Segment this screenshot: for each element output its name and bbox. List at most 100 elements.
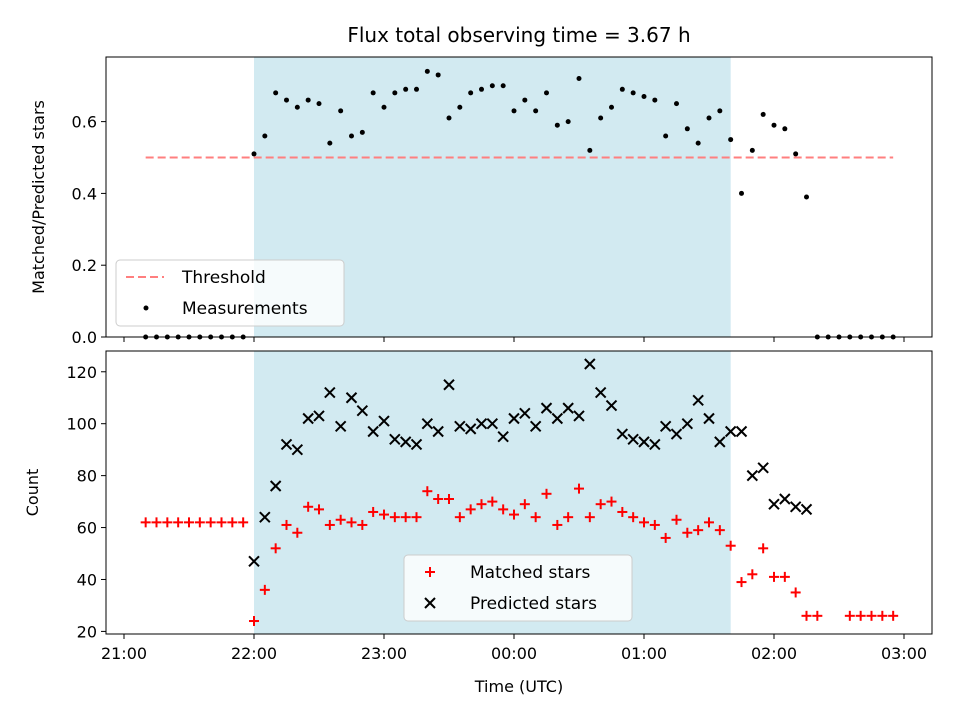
matched-stars-point — [877, 610, 888, 621]
predicted-stars-point — [508, 412, 520, 425]
legend: Threshold Measurements — [115, 259, 345, 327]
matched-stars-point — [216, 517, 227, 528]
measurement-point — [359, 129, 365, 135]
predicted-stars-point — [248, 555, 260, 568]
legend-predicted-swatch — [424, 597, 436, 609]
predicted-stars-point — [800, 503, 813, 516]
predicted-stars-point — [638, 436, 650, 448]
x-tick-label: 01:00 — [621, 644, 667, 663]
predicted-stars-point — [616, 428, 629, 440]
predicted-stars-point — [594, 386, 607, 399]
predicted-stars-point — [562, 402, 574, 414]
y-tick-label: 100 — [66, 415, 97, 434]
measurement-point — [251, 151, 257, 157]
matched-stars-point — [660, 532, 671, 543]
axes-frame — [105, 350, 933, 635]
measurement-point — [652, 97, 658, 103]
predicted-stars-point — [540, 402, 553, 414]
legend-item: Measurements — [143, 299, 308, 319]
matched-stars-point — [335, 514, 346, 525]
measurement-point — [771, 122, 777, 128]
measurement-point — [392, 90, 398, 96]
matched-stars-point — [292, 527, 303, 538]
measurement-point — [457, 104, 463, 110]
matched-stars-point — [855, 610, 866, 621]
y-tick-label: 80 — [77, 467, 97, 486]
predicted-stars-point — [757, 462, 769, 474]
measurement-point — [587, 147, 593, 153]
measurement-point — [749, 147, 755, 153]
matched-stars-point — [368, 506, 379, 517]
measurement-point — [663, 133, 669, 139]
measurement-point — [760, 111, 766, 117]
y-tick-label: 0.0 — [72, 328, 97, 347]
measurement-point — [435, 72, 441, 78]
matched-stars-point — [162, 517, 173, 528]
measurement-point — [305, 97, 311, 103]
matched-stars-point — [736, 577, 747, 588]
matched-stars-point — [346, 517, 357, 528]
matched-stars-point — [249, 616, 259, 627]
predicted-stars-point — [259, 511, 271, 523]
predicted-stars-point — [291, 443, 304, 456]
predicted-stars-point — [703, 412, 715, 425]
matched-stars-point — [682, 527, 693, 538]
legend-box — [115, 259, 345, 327]
matched-stars-point — [671, 514, 682, 525]
top-panel: 0.0 0.2 0.4 0.6 Matched/Predicted stars Flux … — [29, 23, 933, 347]
legend: Matched stars Predicted stars — [403, 554, 633, 622]
matched-stars-point — [389, 512, 400, 523]
y-tick-label: 120 — [66, 363, 97, 382]
chart-title: Flux total observing time = 3.67 h — [347, 23, 690, 47]
measurement-point — [414, 86, 419, 92]
x-axis-label: Time (UTC) — [474, 677, 563, 696]
matched-stars-point — [801, 610, 812, 621]
matched-stars-point — [552, 519, 563, 530]
y-axis-label: Count — [23, 469, 42, 517]
matched-stars-point — [812, 610, 823, 621]
measurement-point — [327, 140, 333, 146]
predicted-stars-point — [378, 415, 390, 427]
matched-stars-point — [454, 512, 465, 523]
matched-stars-point — [422, 486, 433, 497]
matched-stars-point — [498, 504, 509, 515]
matched-stars-point — [639, 517, 649, 528]
x-tick-label: 23:00 — [361, 644, 407, 663]
predicted-stars-point — [681, 417, 694, 430]
predicted-stars-point — [313, 410, 325, 422]
measurement-point — [468, 90, 474, 96]
measurement-point — [489, 83, 495, 89]
matched-stars-point — [693, 525, 704, 536]
measurement-point — [316, 101, 322, 107]
legend-label: Matched stars — [470, 563, 590, 583]
matched-stars-point — [530, 512, 541, 523]
measurement-point — [479, 86, 484, 92]
measurement-point — [403, 86, 409, 92]
measurement-point — [674, 101, 679, 107]
matched-stars-point — [194, 517, 205, 528]
matched-stars-point — [140, 517, 151, 528]
matched-stars-point — [888, 610, 899, 621]
matched-stars-point — [844, 610, 855, 621]
matched-stars-point — [574, 483, 584, 494]
measurement-point — [565, 119, 571, 125]
x-tick-label: 02:00 — [751, 644, 797, 663]
matched-stars-point — [563, 512, 574, 523]
measurement-point — [728, 137, 734, 143]
legend-item: Threshold — [126, 268, 266, 288]
predicted-stars-point — [389, 433, 401, 445]
matched-stars-point — [476, 499, 487, 510]
matched-stars-point — [444, 493, 454, 504]
measurement-point — [294, 104, 300, 110]
matched-stars-point — [400, 512, 411, 523]
matched-stars-point — [205, 517, 216, 528]
measurement-point — [739, 190, 744, 196]
data-marks — [143, 68, 896, 340]
x-tick-label: 00:00 — [491, 644, 537, 663]
predicted-stars-point — [551, 412, 564, 425]
measurement-point — [511, 108, 517, 114]
matched-stars-point — [595, 499, 606, 510]
measurement-point — [576, 76, 582, 82]
measurement-point — [684, 126, 690, 132]
